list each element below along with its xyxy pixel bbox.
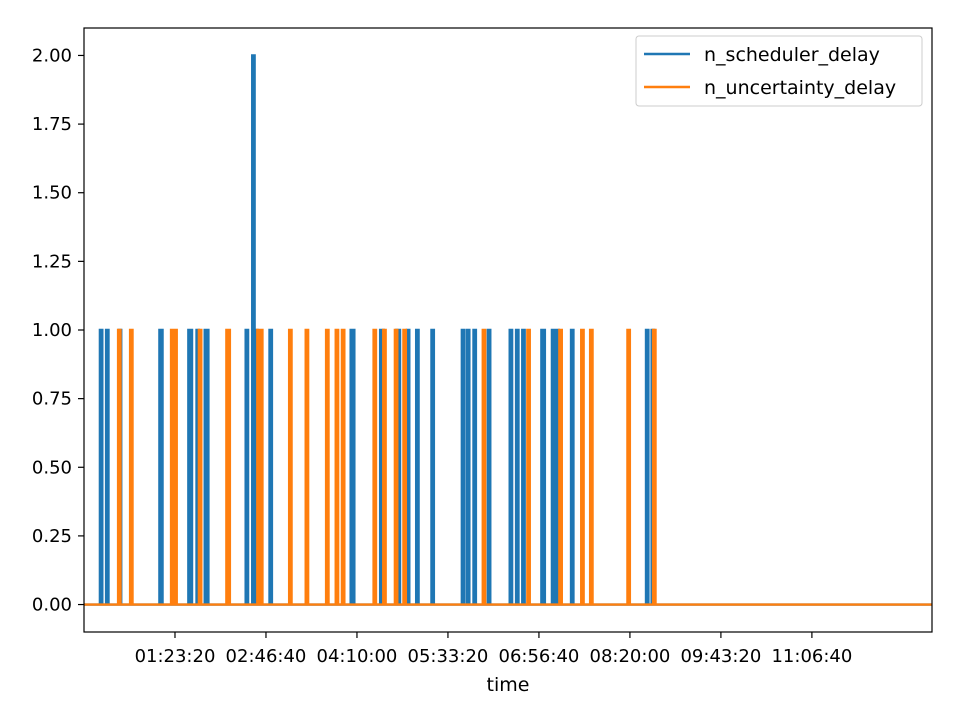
x-tick-label: 06:56:40 [499, 646, 580, 667]
y-tick-label: 1.50 [32, 183, 72, 204]
y-tick-label: 0.75 [32, 389, 72, 410]
y-tick-label: 0.25 [32, 526, 72, 547]
y-tick-label: 2.00 [32, 45, 72, 66]
y-tick-label: 0.00 [32, 595, 72, 616]
x-tick-label: 09:43:20 [680, 646, 761, 667]
y-axis: 0.00 0.25 0.50 0.75 1.00 1.25 1.50 1.75 2.00 [32, 45, 84, 616]
series-n-uncertainty-delay [84, 328, 932, 606]
x-axis-title: time [487, 674, 530, 696]
y-tick-label: 1.75 [32, 114, 72, 135]
legend-label-n-scheduler-delay: n_scheduler_delay [704, 44, 880, 66]
y-tick-label: 0.50 [32, 457, 72, 478]
legend-label-n-uncertainty-delay: n_uncertainty_delay [704, 77, 896, 99]
legend: n_scheduler_delay n_uncertainty_delay [635, 35, 923, 107]
x-tick-label: 01:23:20 [135, 646, 216, 667]
x-tick-label: 11:06:40 [771, 646, 852, 667]
x-axis: 01:23:20 02:46:40 04:10:00 05:33:20 06:56:40… [135, 632, 852, 667]
x-tick-label: 05:33:20 [408, 646, 489, 667]
legend-box [635, 35, 923, 107]
y-tick-label: 1.00 [32, 320, 72, 341]
x-tick-label: 04:10:00 [317, 646, 398, 667]
x-tick-label: 08:20:00 [590, 646, 671, 667]
y-tick-label: 1.25 [32, 251, 72, 272]
x-tick-label: 02:46:40 [226, 646, 307, 667]
series-layer [84, 54, 932, 606]
